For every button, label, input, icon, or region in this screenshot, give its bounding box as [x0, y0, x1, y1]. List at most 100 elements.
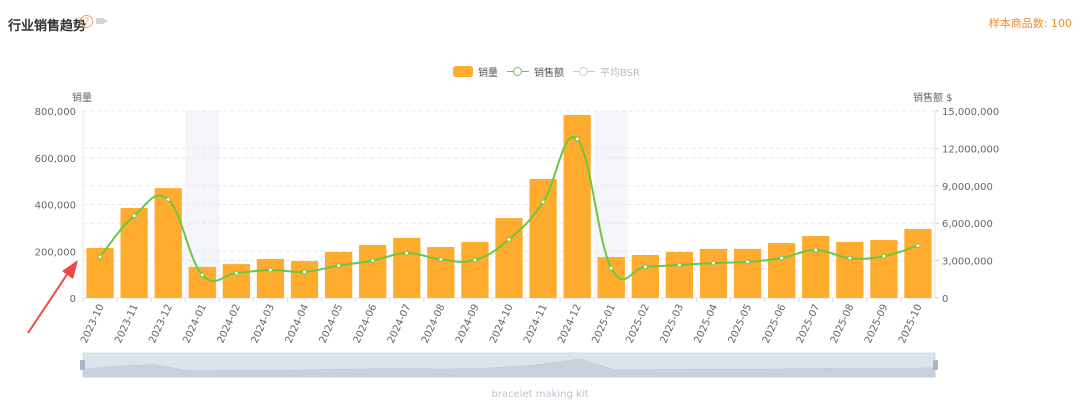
- right-axis-tick: 6,000,000: [942, 219, 993, 230]
- annotation-arrow-head-icon: [62, 260, 78, 279]
- bar-sales-volume[interactable]: [665, 251, 694, 298]
- line-point[interactable]: [608, 265, 614, 271]
- right-axis-tick: 0: [942, 294, 948, 305]
- bar-sales-volume[interactable]: [870, 240, 898, 298]
- bar-sales-volume[interactable]: [427, 247, 455, 298]
- x-axis-label: 2025-09: [863, 303, 891, 346]
- x-axis-label: 2024-11: [522, 303, 550, 346]
- line-point[interactable]: [847, 255, 853, 261]
- bar-sales-volume[interactable]: [154, 188, 182, 298]
- x-axis-label: 2024-07: [386, 303, 414, 346]
- chart-legend: 销量 销售额 平均BSR: [453, 64, 649, 79]
- x-axis-label: 2025-02: [624, 303, 652, 346]
- bar-sales-volume[interactable]: [120, 208, 148, 298]
- legend-label: 销售额: [534, 67, 564, 79]
- left-axis-title: 销量: [72, 93, 92, 104]
- chart-subtitle: bracelet making kit: [491, 389, 589, 400]
- annotation-arrow-icon: [27, 269, 71, 334]
- x-axis-label: 2024-05: [318, 303, 346, 346]
- x-axis-label: 2025-01: [590, 303, 618, 346]
- bar-sales-volume[interactable]: [188, 266, 216, 298]
- bar-sales-volume[interactable]: [529, 179, 557, 298]
- chart-title: 行业销售趋势: [8, 19, 87, 34]
- line-point[interactable]: [97, 254, 103, 260]
- x-axis-label: 2024-04: [284, 303, 312, 346]
- bar-sales-volume[interactable]: [359, 244, 387, 298]
- line-point[interactable]: [438, 256, 444, 262]
- line-point[interactable]: [710, 260, 716, 266]
- datazoom-handle-left[interactable]: [80, 360, 85, 370]
- line-point[interactable]: [404, 250, 410, 256]
- bar-sales-volume[interactable]: [904, 229, 932, 298]
- line-point[interactable]: [813, 247, 819, 253]
- x-axis-label: 2024-12: [556, 303, 584, 346]
- bar-sales-volume[interactable]: [733, 248, 762, 298]
- x-axis-label: 2024-08: [420, 303, 448, 346]
- line-swatch-icon: [573, 66, 595, 76]
- line-swatch-icon: [507, 66, 529, 76]
- x-axis-label: 2023-12: [147, 303, 175, 346]
- line-point[interactable]: [779, 255, 785, 261]
- legend-item-sales-amount[interactable]: 销售额: [507, 64, 564, 79]
- left-axis-tick: 400,000: [35, 201, 76, 212]
- legend-item-avg-bsr[interactable]: 平均BSR: [573, 64, 640, 79]
- line-point[interactable]: [574, 136, 580, 142]
- x-axis-label: 2025-06: [761, 303, 789, 346]
- datazoom-preview-area: [82, 358, 936, 378]
- right-axis-tick: 3,000,000: [942, 257, 993, 268]
- left-axis-tick: 0: [70, 294, 76, 305]
- bar-sales-volume[interactable]: [563, 114, 591, 298]
- datazoom-handle-right[interactable]: [933, 360, 938, 370]
- line-point[interactable]: [506, 236, 512, 242]
- bar-sales-volume[interactable]: [324, 251, 353, 298]
- x-axis-label: 2023-10: [79, 303, 107, 346]
- question-circle-icon[interactable]: ?: [80, 15, 93, 28]
- x-axis-label: 2025-03: [658, 303, 686, 346]
- line-point[interactable]: [199, 272, 205, 278]
- x-axis-label: 2024-03: [250, 303, 278, 346]
- bar-sales-volume[interactable]: [290, 261, 319, 298]
- line-point[interactable]: [165, 197, 171, 203]
- left-axis-tick: 600,000: [35, 154, 76, 165]
- line-point[interactable]: [642, 264, 648, 270]
- bar-sales-volume[interactable]: [393, 237, 421, 298]
- video-camera-icon[interactable]: [96, 18, 108, 24]
- bar-sales-volume[interactable]: [699, 248, 728, 298]
- line-point[interactable]: [336, 263, 342, 269]
- x-axis-label: 2025-05: [727, 303, 755, 346]
- bar-sales-volume[interactable]: [461, 241, 489, 298]
- bar-sales-volume[interactable]: [802, 236, 830, 298]
- sample-count: 样本商品数: 100: [988, 17, 1072, 30]
- right-axis-tick: 15,000,000: [942, 107, 999, 118]
- x-axis-label: 2024-10: [488, 303, 516, 346]
- line-point[interactable]: [676, 262, 682, 268]
- bar-sales-volume[interactable]: [836, 241, 864, 298]
- bar-sales-volume[interactable]: [222, 264, 250, 298]
- chart-header: 行业销售趋势 ? 样本商品数: 100: [0, 0, 1080, 40]
- line-point[interactable]: [267, 267, 273, 273]
- x-axis-label: 2024-09: [454, 303, 482, 346]
- line-point[interactable]: [302, 269, 308, 275]
- bar-sales-volume[interactable]: [256, 258, 285, 298]
- line-point[interactable]: [370, 258, 376, 264]
- line-point[interactable]: [472, 257, 478, 263]
- bar-sales-volume[interactable]: [597, 257, 625, 298]
- line-point[interactable]: [915, 243, 921, 249]
- x-axis-label: 2024-01: [181, 303, 209, 346]
- line-point[interactable]: [745, 259, 751, 265]
- line-point[interactable]: [881, 253, 887, 259]
- right-axis-tick: 9,000,000: [942, 182, 993, 193]
- legend-item-sales-volume[interactable]: 销量: [453, 64, 498, 79]
- line-point[interactable]: [131, 213, 137, 219]
- x-axis-label: 2024-06: [352, 303, 380, 346]
- bar-swatch-icon: [453, 65, 473, 77]
- line-point[interactable]: [233, 270, 239, 276]
- bar-sales-volume[interactable]: [631, 254, 659, 298]
- line-point[interactable]: [540, 199, 546, 205]
- bar-sales-volume[interactable]: [768, 243, 796, 298]
- legend-label: 平均BSR: [600, 67, 640, 79]
- left-axis-tick: 200,000: [35, 247, 76, 258]
- x-axis-label: 2025-10: [897, 303, 925, 346]
- x-axis-label: 2024-02: [215, 303, 243, 346]
